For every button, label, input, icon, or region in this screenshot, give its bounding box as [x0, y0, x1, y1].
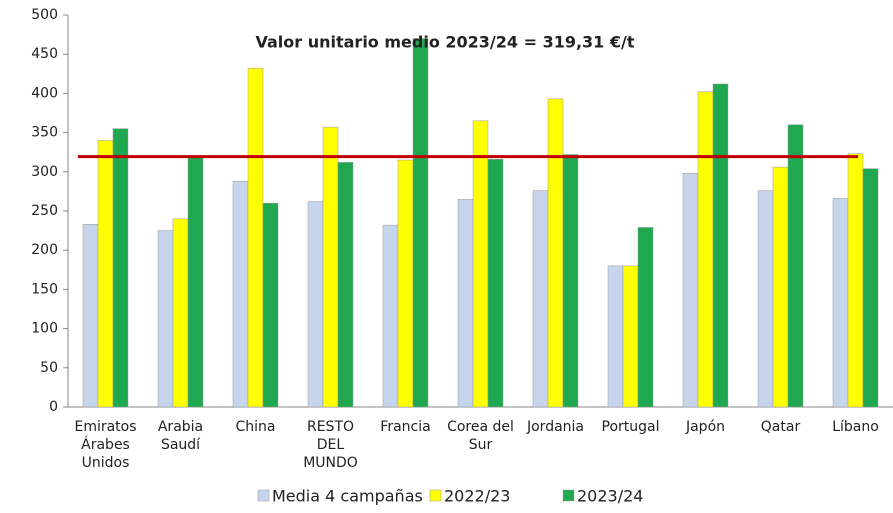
- bar: [232, 180, 249, 408]
- bar: [307, 201, 324, 408]
- bar: [97, 140, 114, 408]
- bar: [697, 91, 714, 408]
- y-tick-label: 500: [31, 7, 58, 23]
- bar: [172, 218, 189, 408]
- bar: [397, 159, 414, 408]
- y-tick-label: 300: [31, 164, 58, 180]
- bar: [787, 124, 804, 408]
- bar: [472, 120, 489, 408]
- legend-label: 2023/24: [577, 487, 643, 506]
- x-tick-label: Japón: [685, 419, 726, 435]
- y-tick-label: 100: [31, 321, 58, 337]
- bar: [337, 162, 354, 408]
- x-tick-label: Jordania: [526, 419, 584, 435]
- bar: [112, 128, 129, 408]
- bar: [322, 126, 339, 408]
- bar: [157, 230, 174, 408]
- bar: [82, 224, 99, 408]
- y-tick-label: 450: [31, 46, 58, 62]
- x-tick-label: Portugal: [601, 419, 660, 435]
- bar: [532, 190, 549, 408]
- bar: [412, 38, 429, 408]
- legend-swatch: [257, 489, 270, 502]
- bar: [622, 265, 639, 408]
- bar: [382, 224, 399, 408]
- x-tick-label: Corea del Sur: [447, 419, 514, 453]
- x-tick-label: RESTO DEL MUNDO: [303, 419, 358, 471]
- bar: [187, 157, 204, 408]
- x-tick-label: Francia: [380, 419, 431, 435]
- bar: [487, 159, 504, 408]
- bar: [247, 68, 264, 408]
- bar: [757, 190, 774, 408]
- x-tick-label: Emiratos Árabes Unidos: [74, 419, 137, 471]
- y-tick-label: 200: [31, 242, 58, 258]
- y-tick-label: 0: [49, 399, 58, 415]
- y-tick-label: 250: [31, 203, 58, 219]
- legend-label: Media 4 campañas: [272, 487, 423, 506]
- bar: [772, 166, 789, 408]
- bar: [712, 83, 729, 408]
- y-tick-label: 400: [31, 85, 58, 101]
- y-tick-label: 50: [40, 360, 58, 376]
- annotation: Valor unitario medio 2023/24 = 319,31 €/…: [255, 33, 634, 52]
- bar: [262, 202, 279, 408]
- bar: [832, 198, 849, 408]
- bar: [862, 168, 879, 408]
- bar: [847, 153, 864, 408]
- bar: [637, 227, 654, 408]
- y-tick-label: 150: [31, 281, 58, 297]
- bar: [607, 265, 624, 408]
- legend-label: 2022/23: [444, 487, 510, 506]
- legend-swatch: [562, 489, 575, 502]
- bar: [682, 173, 699, 408]
- legend-swatch: [429, 489, 442, 502]
- x-tick-label: Líbano: [832, 419, 879, 435]
- bar: [457, 198, 474, 408]
- x-tick-label: Qatar: [760, 419, 801, 435]
- bar: [547, 98, 564, 408]
- bar: [562, 154, 579, 408]
- x-tick-label: Arabia Saudí: [157, 419, 204, 453]
- y-tick-label: 350: [31, 125, 58, 141]
- x-tick-label: China: [235, 419, 276, 435]
